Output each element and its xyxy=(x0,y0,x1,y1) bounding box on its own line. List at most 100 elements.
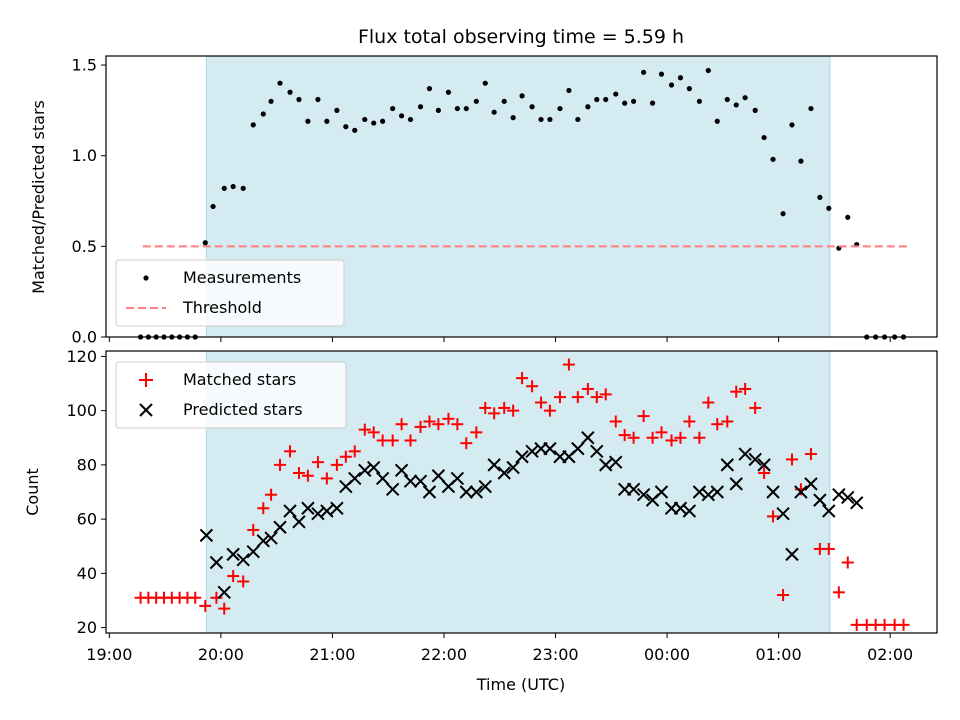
ytick-label: 1.5 xyxy=(72,56,97,75)
point-measurement xyxy=(817,194,823,201)
point-predicted xyxy=(543,441,557,456)
point-measurement xyxy=(296,96,302,103)
point-matched xyxy=(702,396,715,409)
point-predicted xyxy=(794,485,808,499)
point-matched xyxy=(758,467,771,480)
point-matched xyxy=(543,404,556,417)
point-measurement xyxy=(398,113,405,119)
point-matched xyxy=(674,431,687,444)
ytick-label: 0.5 xyxy=(72,237,97,256)
legend-predicted-label: Predicted stars xyxy=(183,400,303,419)
point-predicted xyxy=(849,496,864,510)
point-predicted xyxy=(246,544,260,559)
point-matched xyxy=(189,591,202,604)
plot-area-counts xyxy=(134,358,910,631)
point-measurement xyxy=(705,67,711,74)
point-measurement xyxy=(733,102,739,108)
point-matched xyxy=(479,401,492,414)
point-matched xyxy=(832,586,845,599)
point-predicted xyxy=(581,431,595,445)
point-predicted xyxy=(710,485,724,499)
point-matched xyxy=(526,380,539,393)
point-matched xyxy=(590,391,603,404)
ytick-label: 40 xyxy=(77,564,97,583)
point-matched xyxy=(432,418,445,431)
point-measurement xyxy=(407,116,414,123)
legend-measurements-marker xyxy=(143,275,149,281)
point-measurement xyxy=(343,124,349,130)
point-measurement xyxy=(658,71,665,77)
point-measurement xyxy=(826,205,832,211)
point-measurement xyxy=(268,98,274,104)
point-predicted xyxy=(431,469,446,483)
point-matched xyxy=(507,404,520,417)
ytick-label: 80 xyxy=(77,455,97,474)
point-matched xyxy=(386,434,399,447)
panel-ratio: 0.0 0.5 1.0 1.5 Matched/Predicted stars Mea… xyxy=(29,55,938,347)
axes-frame-ratio xyxy=(105,55,938,338)
xtick-label: 22:00 xyxy=(421,645,467,664)
point-predicted xyxy=(256,534,270,548)
point-measurement xyxy=(445,89,452,95)
point-measurement xyxy=(557,105,563,112)
point-predicted xyxy=(748,452,762,467)
ytick-label: 100 xyxy=(66,401,97,420)
point-measurement xyxy=(566,87,572,94)
point-measurement xyxy=(613,91,619,97)
point-predicted xyxy=(358,463,372,478)
point-measurement xyxy=(789,122,795,128)
point-predicted xyxy=(571,441,585,456)
point-matched xyxy=(637,410,650,423)
point-matched xyxy=(414,420,427,433)
point-matched xyxy=(367,426,380,439)
point-predicted xyxy=(375,471,390,486)
point-measurement xyxy=(742,95,748,101)
panel-counts: 20 40 60 80 100 120 19:00 20:00 21:00 22:00 23:00 0… xyxy=(23,347,938,664)
ytick-label: 60 xyxy=(77,510,97,529)
point-measurement xyxy=(696,98,703,104)
point-predicted xyxy=(822,504,836,518)
point-measurement xyxy=(677,75,684,81)
point-predicted xyxy=(226,547,240,562)
point-matched xyxy=(711,418,724,431)
point-measurement xyxy=(594,96,600,103)
point-predicted xyxy=(692,485,707,499)
point-predicted xyxy=(590,444,604,459)
point-measurement xyxy=(482,80,488,86)
point-matched xyxy=(850,618,863,631)
point-measurement xyxy=(260,111,266,117)
point-matched xyxy=(804,448,817,461)
point-predicted xyxy=(403,474,418,488)
point-matched xyxy=(395,418,408,431)
point-matched xyxy=(451,418,464,431)
point-predicted xyxy=(487,458,501,472)
point-measurement xyxy=(210,203,216,210)
legend-matched-label: Matched stars xyxy=(183,370,296,389)
point-matched xyxy=(665,434,678,447)
point-matched xyxy=(311,456,324,469)
point-measurement xyxy=(362,116,368,123)
point-measurement xyxy=(417,104,424,110)
point-matched xyxy=(721,415,734,428)
point-matched xyxy=(878,618,891,631)
point-matched xyxy=(498,401,511,414)
point-measurement xyxy=(334,107,340,113)
point-matched xyxy=(897,618,910,631)
point-predicted xyxy=(348,471,362,486)
point-measurement xyxy=(519,93,525,99)
point-predicted xyxy=(832,488,846,502)
point-matched xyxy=(210,591,223,604)
point-matched xyxy=(301,469,314,482)
chart-title: Flux total observing time = 5.59 h xyxy=(358,26,684,48)
point-predicted xyxy=(236,553,250,567)
point-matched xyxy=(320,472,333,485)
legend-ratio: Measurements Threshold xyxy=(115,259,345,327)
point-matched xyxy=(199,599,212,612)
legend-measurements-label: Measurements xyxy=(183,268,301,287)
point-measurement xyxy=(250,122,256,128)
point-measurement xyxy=(603,96,609,103)
point-measurement xyxy=(575,116,581,123)
point-predicted xyxy=(385,482,400,496)
point-measurement xyxy=(724,96,730,103)
